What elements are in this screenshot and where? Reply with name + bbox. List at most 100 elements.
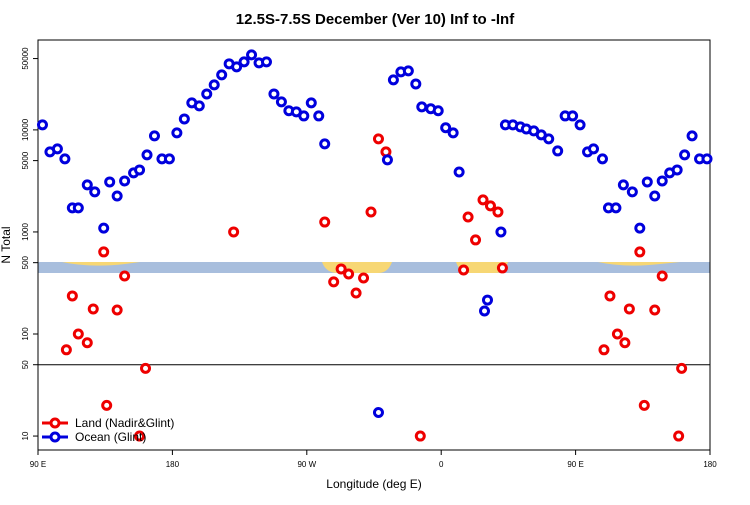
point (432, 105, 444, 117)
y-tick-label: 5000 (21, 151, 30, 169)
band-highlight (598, 262, 680, 266)
point (216, 69, 228, 81)
point (492, 206, 504, 218)
point (440, 122, 452, 134)
point (634, 222, 646, 234)
point (163, 153, 175, 165)
point (372, 133, 384, 145)
point (596, 153, 608, 165)
point (671, 164, 683, 176)
point (298, 110, 310, 122)
y-axis-label: N Total (0, 226, 13, 263)
legend-marker (49, 417, 61, 429)
point (36, 119, 48, 131)
x-tick-label: 90 W (297, 460, 316, 469)
point (201, 88, 213, 100)
point (60, 344, 72, 356)
x-tick-label: 180 (166, 460, 180, 469)
point (634, 246, 646, 258)
point (470, 234, 482, 246)
point (228, 226, 240, 238)
x-tick-label: 180 (703, 460, 717, 469)
point (574, 119, 586, 131)
point (484, 200, 496, 212)
point (641, 176, 653, 188)
point (148, 130, 160, 142)
chart-title: 12.5S-7.5S December (Ver 10) Inf to -Inf (236, 11, 515, 28)
point (611, 328, 623, 340)
plot-frame (37, 39, 711, 451)
point (458, 264, 470, 276)
y-tick-label: 10000 (21, 118, 30, 141)
point (567, 110, 579, 122)
point (178, 113, 190, 125)
point (479, 305, 491, 317)
y-tick-label: 50000 (21, 47, 30, 70)
point (193, 100, 205, 112)
point (59, 153, 71, 165)
point (134, 430, 146, 442)
point (328, 276, 340, 288)
point (111, 304, 123, 316)
point (134, 164, 146, 176)
point (98, 246, 110, 258)
point (416, 101, 428, 113)
point (246, 49, 258, 61)
point (679, 149, 691, 161)
y-tick-label: 10 (21, 431, 30, 440)
point (313, 110, 325, 122)
point (66, 290, 78, 302)
point (141, 149, 153, 161)
point (552, 145, 564, 157)
point (649, 304, 661, 316)
point (610, 202, 622, 214)
y-tick-label: 50 (21, 360, 30, 369)
point (260, 56, 272, 68)
point (447, 127, 459, 139)
point (543, 133, 555, 145)
point (208, 79, 220, 91)
x-tick-label: 0 (439, 460, 444, 469)
point (358, 272, 370, 284)
point (104, 176, 116, 188)
point (365, 206, 377, 218)
point (402, 65, 414, 77)
x-axis-label: Longitude (deg E) (326, 477, 421, 491)
band-highlight (62, 262, 140, 266)
point (335, 263, 347, 275)
point (410, 78, 422, 90)
point (453, 166, 465, 178)
point (87, 303, 99, 315)
y-tick-label: 100 (21, 327, 30, 341)
point (275, 96, 287, 108)
point (72, 328, 84, 340)
point (477, 194, 489, 206)
y-tick-label: 1000 (21, 222, 30, 240)
point (350, 287, 362, 299)
point (649, 190, 661, 202)
point (481, 294, 493, 306)
point (462, 211, 474, 223)
point (673, 430, 685, 442)
point (414, 430, 426, 442)
x-tick-label: 90 E (30, 460, 46, 469)
point (496, 262, 508, 274)
point (598, 344, 610, 356)
point (617, 179, 629, 191)
point (604, 290, 616, 302)
point (495, 226, 507, 238)
point (98, 222, 110, 234)
point (626, 186, 638, 198)
legend-label: Land (Nadir&Glint) (75, 416, 174, 430)
point (387, 74, 399, 86)
point (119, 175, 131, 187)
point (101, 399, 113, 411)
point (343, 268, 355, 280)
point (81, 337, 93, 349)
point (676, 362, 688, 374)
point (231, 61, 243, 73)
point (638, 399, 650, 411)
point (588, 143, 600, 155)
